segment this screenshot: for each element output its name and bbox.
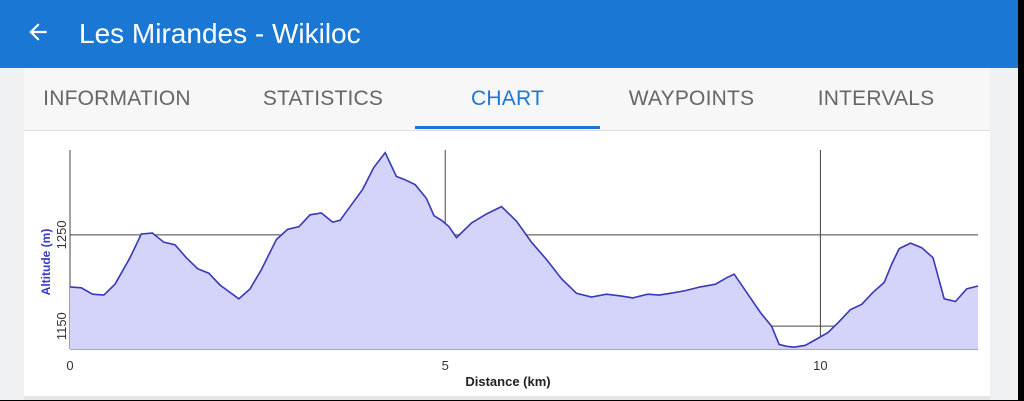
tab-information[interactable]: INFORMATION bbox=[43, 87, 191, 110]
arrow-left-icon bbox=[29, 23, 47, 41]
tab-statistics[interactable]: STATISTICS bbox=[262, 87, 384, 110]
tick-labels: 0 5 10 1150 1250 bbox=[54, 220, 828, 373]
y-tick-label: 1250 bbox=[54, 220, 69, 249]
x-tick-label: 10 bbox=[813, 358, 827, 373]
tab-intervals[interactable]: INTERVALS bbox=[817, 87, 935, 110]
bottom-divider bbox=[24, 396, 990, 400]
elevation-chart-panel: 0 5 10 1150 1250 Distance (km) Altitude (m) bbox=[24, 131, 990, 396]
x-tick-label: 5 bbox=[442, 358, 449, 373]
y-tick-label: 1150 bbox=[54, 312, 69, 340]
tab-bar: INFORMATION STATISTICS CHART WAYPOINTS I… bbox=[24, 68, 990, 131]
app-bar: Les Mirandes - Wikiloc bbox=[0, 0, 1018, 68]
tab-indicator bbox=[415, 126, 600, 129]
elevation-line bbox=[69, 151, 979, 349]
tab-chart[interactable]: CHART bbox=[471, 87, 544, 110]
y-axis-label: Altitude (m) bbox=[39, 229, 53, 296]
x-tick-label: 0 bbox=[66, 358, 73, 373]
elevation-chart[interactable]: 0 5 10 1150 1250 Distance (km) Altitude (m) bbox=[24, 131, 990, 396]
x-axis-label: Distance (km) bbox=[465, 374, 550, 389]
back-button[interactable] bbox=[22, 16, 54, 48]
tab-waypoints[interactable]: WAYPOINTS bbox=[628, 87, 755, 110]
page-title: Les Mirandes - Wikiloc bbox=[79, 18, 361, 49]
